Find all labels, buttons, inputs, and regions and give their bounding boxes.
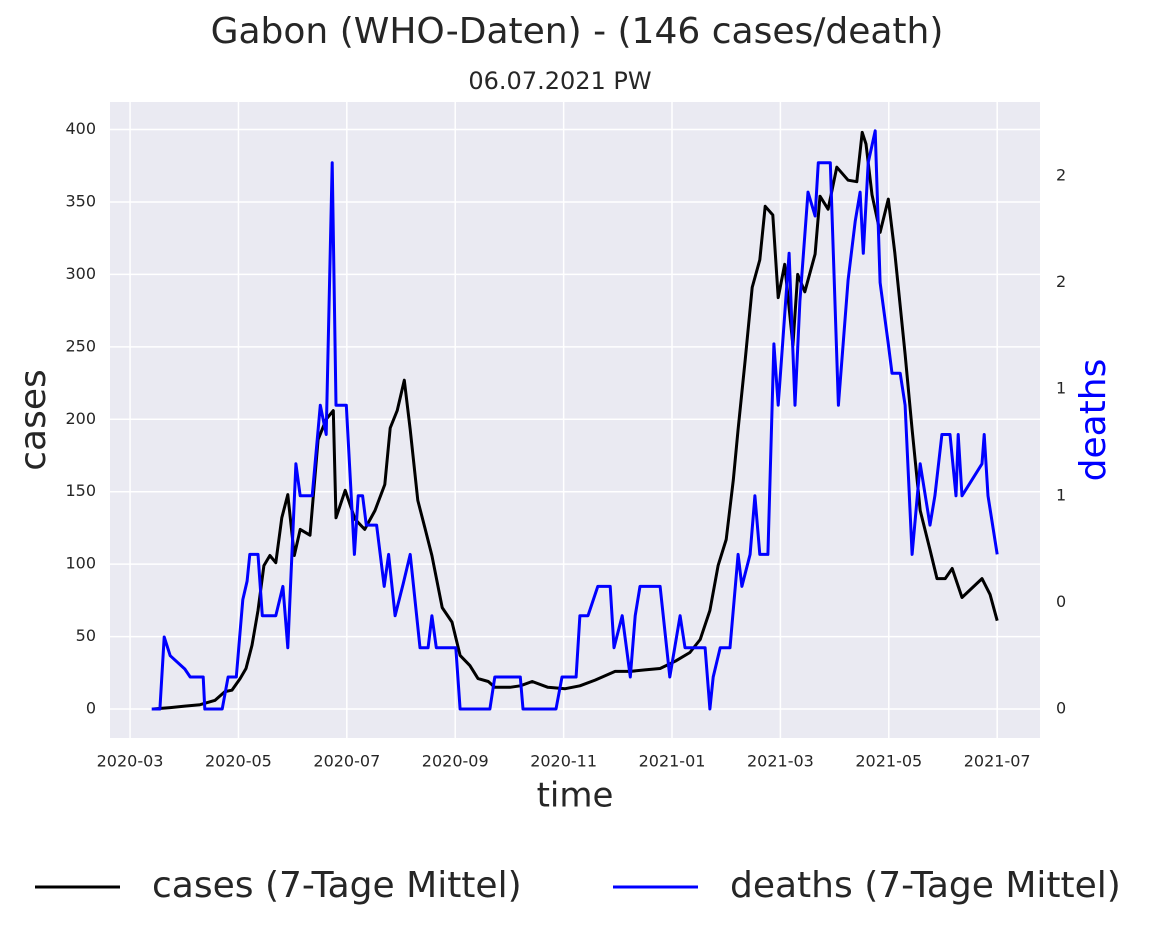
chart-subtitle: 06.07.2021 PW [468,67,651,95]
x-tick-label: 2021-01 [639,752,706,771]
y2-tick-label: 1 [1056,485,1066,504]
chart-title: Gabon (WHO-Daten) - (146 cases/death) [211,11,944,52]
x-tick-label: 2020-09 [422,752,489,771]
x-tick-label: 2021-03 [747,752,814,771]
x-tick-label: 2020-11 [530,752,597,771]
x-tick-label: 2020-03 [97,752,164,771]
y-tick-label: 400 [65,119,96,138]
legend-label: deaths (7-Tage Mittel) [730,865,1121,906]
x-tick-label: 2021-07 [964,752,1031,771]
y-tick-label: 100 [65,554,96,573]
x-tick-label: 2021-05 [855,752,922,771]
y-axis-label: cases [13,369,54,471]
y-tick-label: 0 [86,699,96,718]
y2-tick-label: 0 [1056,698,1066,717]
legend-label: cases (7-Tage Mittel) [152,865,522,906]
y-tick-label: 50 [76,626,96,645]
x-tick-label: 2020-07 [313,752,380,771]
y2-tick-label: 0 [1056,592,1066,611]
y2-tick-label: 2 [1056,272,1066,291]
y-tick-label: 300 [65,264,96,283]
y-tick-label: 200 [65,409,96,428]
y-tick-label: 350 [65,191,96,210]
x-tick-label: 2020-05 [205,752,272,771]
y-tick-label: 150 [65,481,96,500]
y-tick-label: 250 [65,336,96,355]
series-line [151,129,999,711]
series-line [152,130,999,711]
y2-axis-label: deaths [1073,359,1114,482]
y2-tick-label: 2 [1056,166,1066,185]
x-axis-label: time [537,776,614,816]
y2-tick-label: 1 [1056,379,1066,398]
